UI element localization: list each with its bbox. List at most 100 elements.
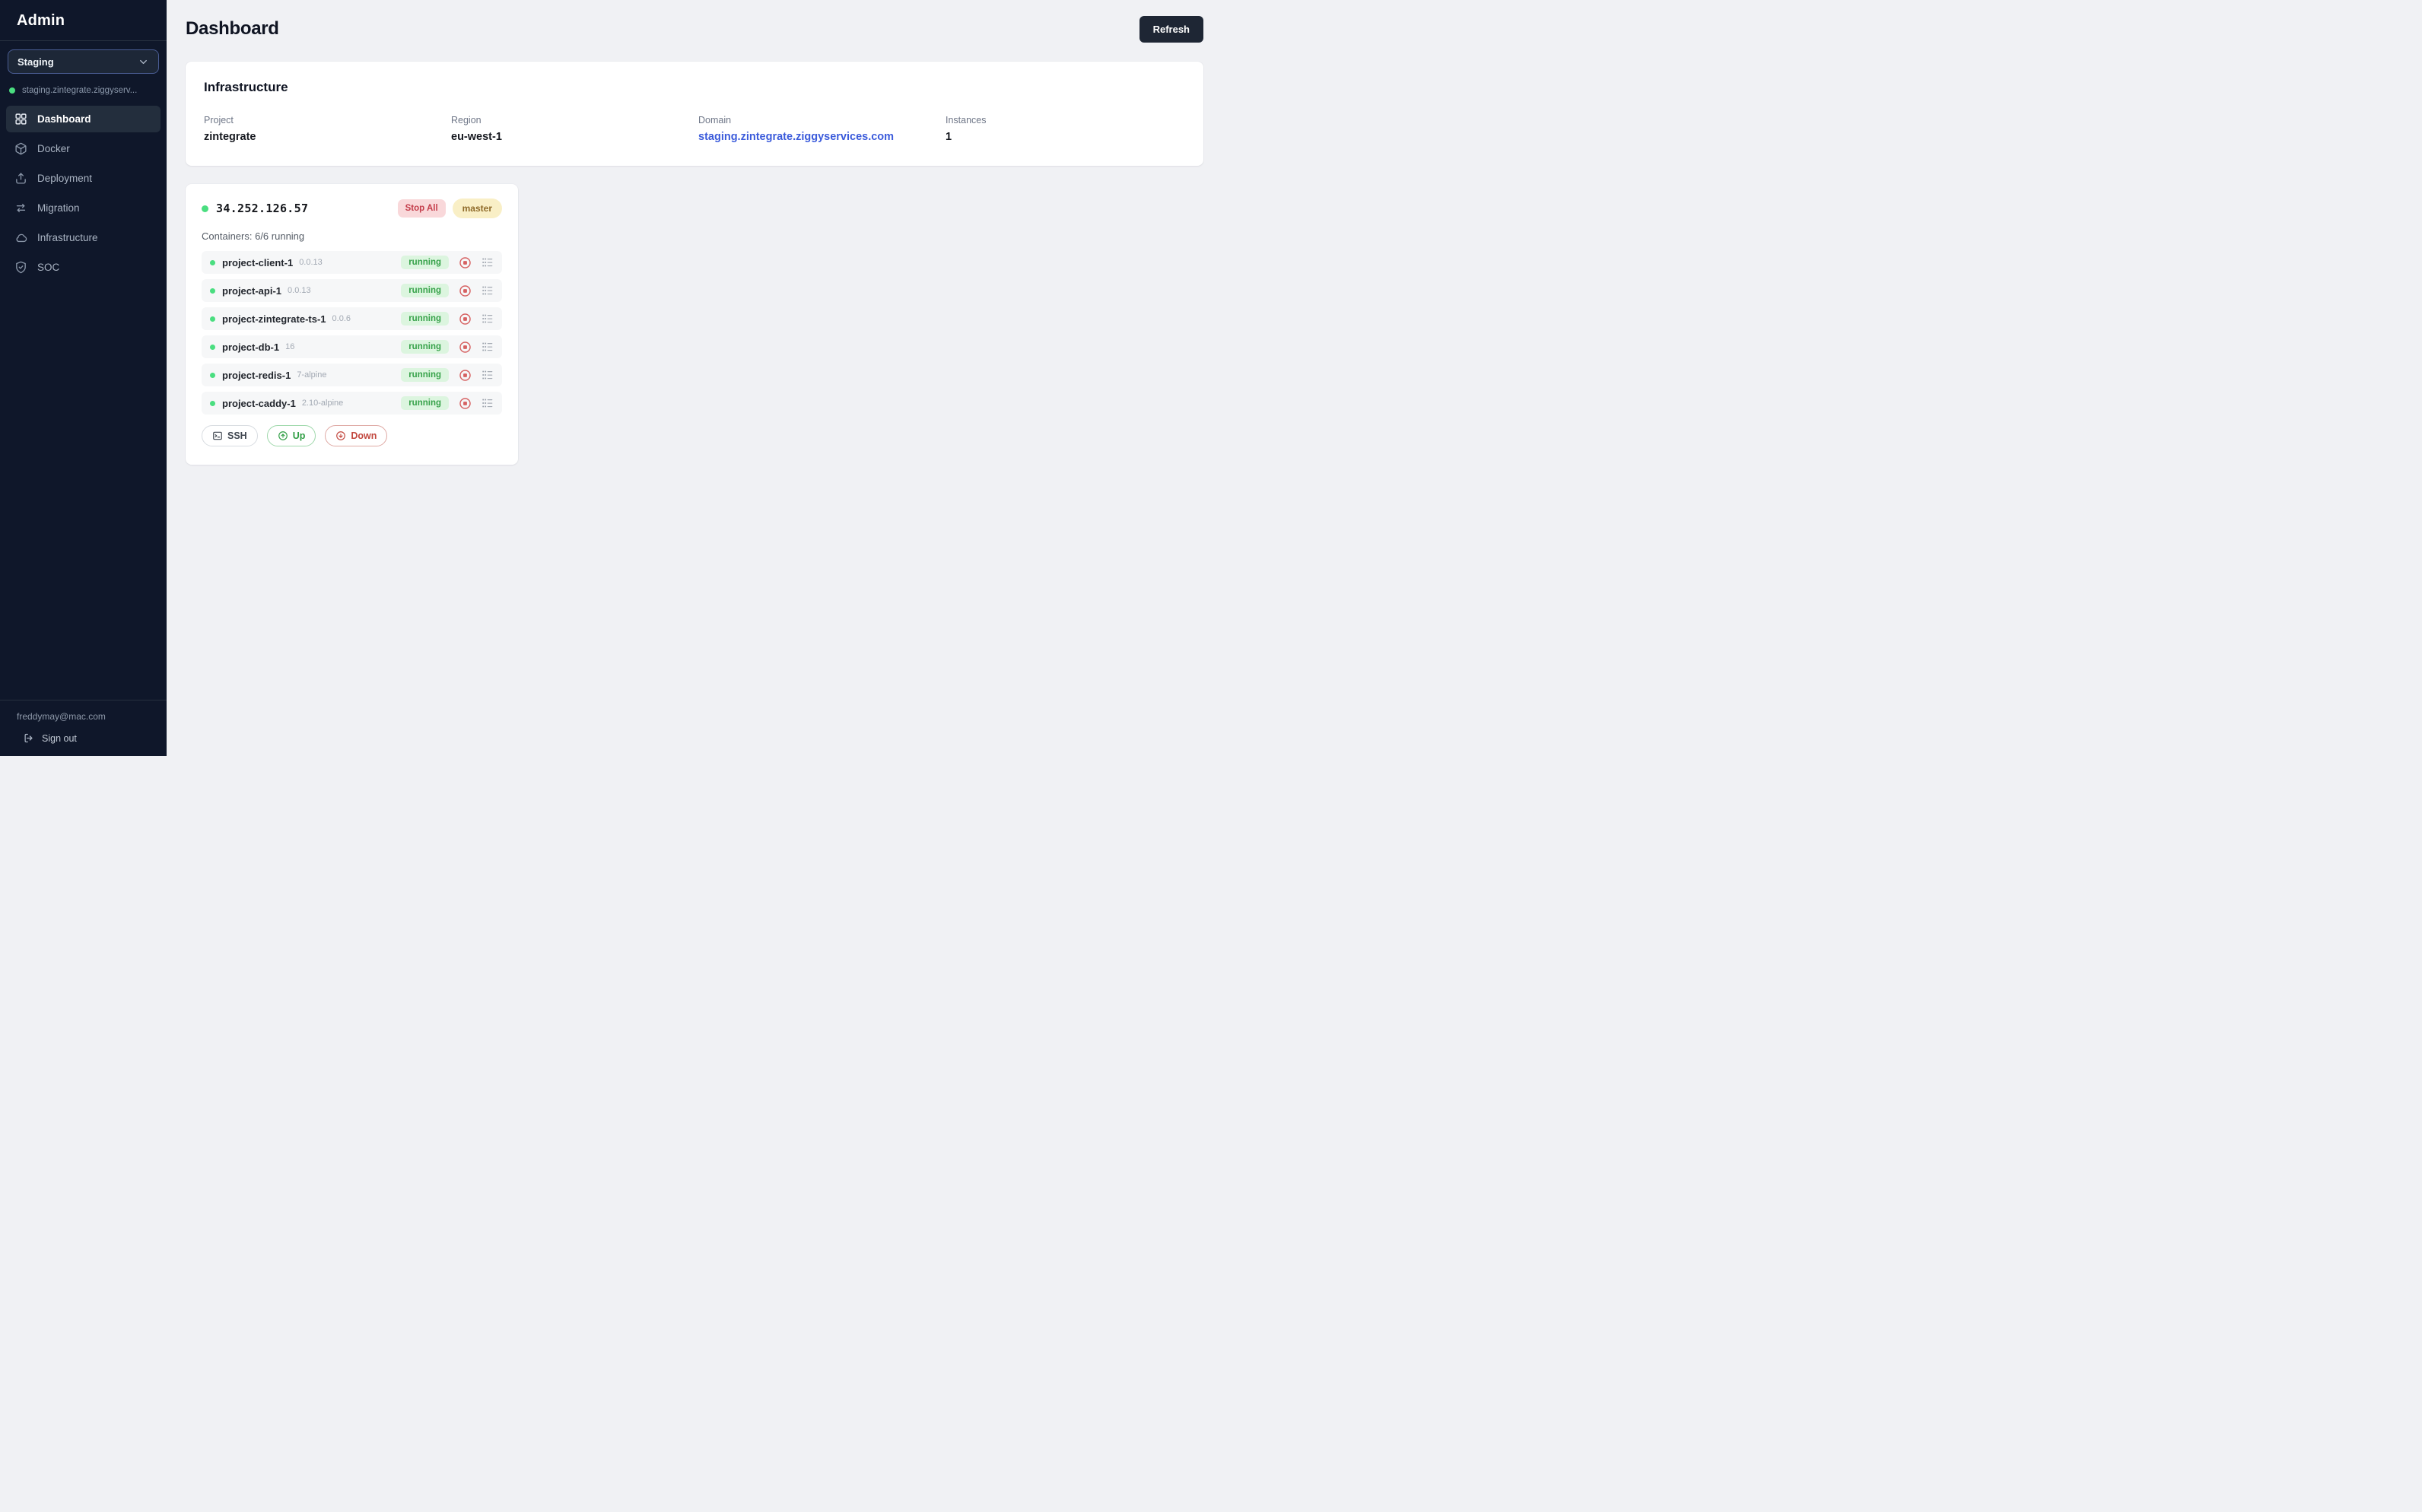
infrastructure-field: Instances 1 <box>946 115 1185 143</box>
logs-list-icon <box>482 284 494 297</box>
down-button[interactable]: Down <box>325 425 388 446</box>
cloud-icon <box>14 231 27 244</box>
stop-container-button[interactable] <box>459 284 472 297</box>
container-logs-button[interactable] <box>482 369 494 381</box>
logs-list-icon <box>482 369 494 381</box>
stop-container-button[interactable] <box>459 256 472 269</box>
arrow-down-circle-icon <box>335 430 346 441</box>
domain-link[interactable]: staging.zintegrate.ziggyservices.com <box>698 131 895 143</box>
stop-container-button[interactable] <box>459 313 472 326</box>
app-title: Admin <box>17 12 65 29</box>
sidebar-nav-item-label: Deployment <box>37 173 93 184</box>
stop-container-button[interactable] <box>459 341 472 354</box>
server-status-dot-icon <box>202 205 208 212</box>
cube-icon <box>14 142 27 155</box>
stop-circle-icon <box>459 341 472 354</box>
stop-circle-icon <box>459 369 472 382</box>
container-row: project-zintegrate-ts-1 0.0.6 running <box>202 307 502 330</box>
server-card: 34.252.126.57 Stop All master Containers… <box>186 184 518 465</box>
sidebar-nav-item-label: Infrastructure <box>37 232 98 243</box>
sidebar-nav-item[interactable]: Migration <box>6 195 161 221</box>
field-label: Project <box>204 115 234 125</box>
sidebar-nav: Dashboard Docker Deployment Migration In… <box>0 103 167 284</box>
infrastructure-field: Domain staging.zintegrate.ziggyservices.… <box>698 115 938 143</box>
container-row: project-api-1 0.0.13 running <box>202 279 502 302</box>
workspace-label: staging.zintegrate.ziggyserv... <box>22 86 138 95</box>
stop-circle-icon <box>459 256 472 269</box>
upload-icon <box>14 172 27 185</box>
sidebar-nav-item[interactable]: SOC <box>6 254 161 281</box>
container-version: 0.0.6 <box>332 314 351 323</box>
container-status-dot-icon <box>210 316 215 322</box>
stop-container-button[interactable] <box>459 397 472 410</box>
containers-summary: Containers: 6/6 running <box>202 230 305 242</box>
field-label: Instances <box>946 115 987 125</box>
container-status-badge: running <box>401 396 449 410</box>
container-row: project-redis-1 7-alpine running <box>202 364 502 386</box>
server-ip: 34.252.126.57 <box>216 202 309 215</box>
sidebar: Admin Staging staging.zintegrate.ziggyse… <box>0 0 167 756</box>
container-version: 0.0.13 <box>299 258 323 267</box>
infrastructure-field: Project zintegrate <box>204 115 443 143</box>
container-status-dot-icon <box>210 400 215 406</box>
shield-check-icon <box>14 261 27 274</box>
environment-select-value: Staging <box>17 56 54 68</box>
container-status-dot-icon <box>210 344 215 350</box>
sidebar-nav-item-label: SOC <box>37 262 60 273</box>
container-name: project-db-1 <box>222 341 280 353</box>
sign-out-label: Sign out <box>42 732 77 744</box>
logs-list-icon <box>482 313 494 325</box>
down-button-label: Down <box>351 430 377 441</box>
container-name: project-client-1 <box>222 256 294 268</box>
sidebar-nav-item[interactable]: Dashboard <box>6 106 161 132</box>
sidebar-nav-item[interactable]: Docker <box>6 135 161 162</box>
infrastructure-field: Region eu-west-1 <box>451 115 691 143</box>
sidebar-nav-item-label: Migration <box>37 202 80 214</box>
logs-list-icon <box>482 397 494 409</box>
stop-all-button[interactable]: Stop All <box>397 199 446 218</box>
container-logs-button[interactable] <box>482 313 494 325</box>
sidebar-nav-item-label: Docker <box>37 143 70 154</box>
container-name: project-api-1 <box>222 284 282 297</box>
up-button-label: Up <box>292 430 306 441</box>
infrastructure-fields: Project zintegrate Region eu-west-1 Doma… <box>204 115 1185 143</box>
arrows-swap-icon <box>14 202 27 214</box>
environment-select[interactable]: Staging <box>8 49 159 74</box>
field-value: eu-west-1 <box>451 131 502 143</box>
sidebar-nav-item[interactable]: Infrastructure <box>6 224 161 251</box>
container-logs-button[interactable] <box>482 341 494 353</box>
sign-out-button[interactable]: Sign out <box>0 729 167 745</box>
user-email: freddymay@mac.com <box>17 711 106 722</box>
branch-badge: master <box>452 199 502 218</box>
server-header: 34.252.126.57 Stop All master <box>202 199 502 218</box>
container-name: project-zintegrate-ts-1 <box>222 313 326 325</box>
container-status-badge: running <box>401 256 449 269</box>
field-label: Region <box>451 115 482 125</box>
container-logs-button[interactable] <box>482 284 494 297</box>
logs-list-icon <box>482 341 494 353</box>
status-dot-icon <box>9 87 15 94</box>
chevron-down-icon <box>138 56 149 68</box>
container-logs-button[interactable] <box>482 256 494 268</box>
workspace-status[interactable]: staging.zintegrate.ziggyserv... <box>0 78 167 103</box>
sidebar-divider <box>0 40 167 41</box>
infrastructure-card-title: Infrastructure <box>204 80 288 94</box>
sidebar-nav-item[interactable]: Deployment <box>6 165 161 192</box>
up-button[interactable]: Up <box>266 425 316 446</box>
container-list: project-client-1 0.0.13 running <box>202 251 502 415</box>
refresh-button[interactable]: Refresh <box>1139 16 1203 43</box>
container-status-badge: running <box>401 284 449 297</box>
terminal-icon <box>212 430 223 441</box>
main-content: Dashboard Refresh Infrastructure Project… <box>167 0 1211 756</box>
ssh-button[interactable]: SSH <box>202 425 258 446</box>
stop-circle-icon <box>459 397 472 410</box>
server-actions: SSH Up Down <box>202 425 502 446</box>
container-logs-button[interactable] <box>482 397 494 409</box>
container-name: project-caddy-1 <box>222 397 296 409</box>
stop-container-button[interactable] <box>459 369 472 382</box>
stop-circle-icon <box>459 284 472 297</box>
container-row: project-db-1 16 running <box>202 335 502 358</box>
ssh-button-label: SSH <box>227 430 247 441</box>
sidebar-nav-item-label: Dashboard <box>37 113 91 125</box>
sidebar-footer: freddymay@mac.com Sign out <box>0 700 167 756</box>
